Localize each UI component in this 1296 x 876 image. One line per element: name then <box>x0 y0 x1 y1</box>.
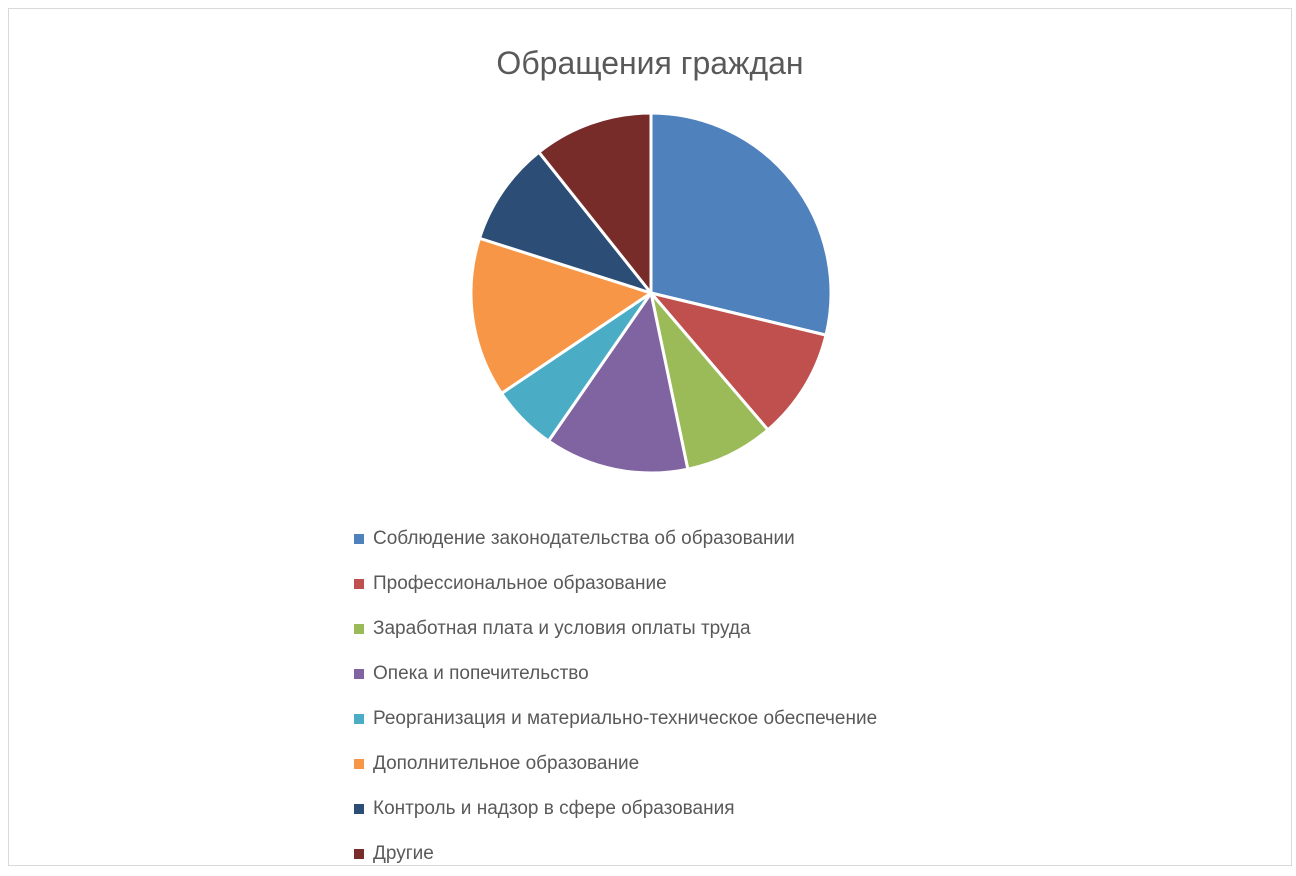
chart-legend: Соблюдение законодательства об образован… <box>354 516 877 876</box>
pie-slice-2 <box>649 291 828 432</box>
pie-slice-3 <box>649 291 770 471</box>
legend-item: Дополнительное образование <box>354 741 877 786</box>
pie-slice-4 <box>547 291 690 475</box>
legend-label: Другие <box>373 842 434 864</box>
legend-label: Контроль и надзор в сфере образования <box>373 797 735 819</box>
legend-item: Контроль и надзор в сфере образования <box>354 786 877 831</box>
pie-slice-6 <box>469 236 653 395</box>
legend-label: Заработная плата и условия оплаты труда <box>373 617 751 639</box>
legend-label: Реорганизация и материально-техническое … <box>373 707 878 729</box>
legend-swatch <box>354 803 364 814</box>
legend-item: Другие <box>354 831 877 876</box>
legend-item: Соблюдение законодательства об образован… <box>354 516 877 561</box>
legend-label: Дополнительное образование <box>373 752 640 774</box>
legend-swatch <box>354 848 364 859</box>
pie-slice-7 <box>478 150 653 295</box>
legend-item: Опека и попечительство <box>354 651 877 696</box>
legend-label: Профессиональное образование <box>373 572 667 594</box>
chart-title: Обращения граждан <box>496 45 804 81</box>
legend-swatch <box>354 578 364 589</box>
legend-label: Опека и попечительство <box>373 662 589 684</box>
pie-slice-1 <box>649 111 833 337</box>
pie-slice-8 <box>537 111 653 295</box>
legend-item: Заработная плата и условия оплаты труда <box>354 606 877 651</box>
legend-item: Профессиональное образование <box>354 561 877 606</box>
legend-label: Соблюдение законодательства об образован… <box>373 527 795 549</box>
legend-item: Реорганизация и материально-техническое … <box>354 696 877 741</box>
legend-swatch <box>354 713 364 724</box>
legend-swatch <box>354 623 364 634</box>
pie-chart <box>469 111 833 475</box>
chart-area: Обращения граждан Соблюдение законодател… <box>8 8 1292 866</box>
legend-swatch <box>354 758 364 769</box>
legend-swatch <box>354 533 364 544</box>
legend-swatch <box>354 668 364 679</box>
